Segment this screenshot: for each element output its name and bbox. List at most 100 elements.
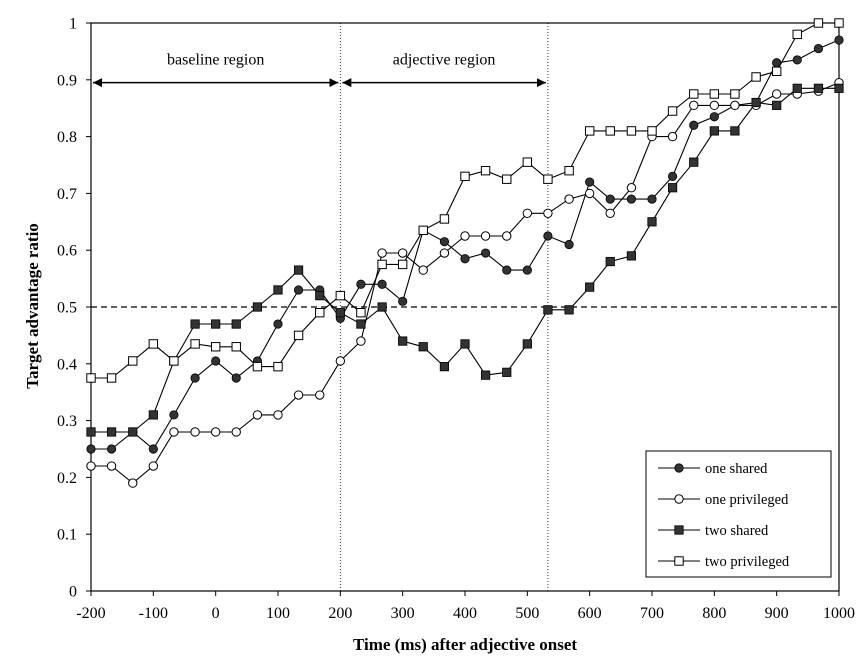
- data-point-two-privileged: [377, 259, 387, 270]
- data-point-two-privileged: [771, 66, 782, 76]
- data-point-two-privileged: [106, 373, 117, 383]
- data-point-two-privileged: [128, 356, 138, 366]
- data-point-two-shared: [211, 319, 221, 329]
- data-point-one-shared: [398, 296, 408, 306]
- x-tick-label: -200: [76, 605, 105, 622]
- data-point-two-shared: [834, 83, 844, 93]
- data-point-one-privileged: [86, 461, 96, 471]
- data-point-one-shared: [231, 373, 241, 383]
- data-point-one-shared: [522, 265, 532, 275]
- data-point-one-privileged: [460, 231, 470, 241]
- data-point-two-privileged: [356, 307, 366, 318]
- data-point-one-shared: [293, 285, 304, 295]
- x-tick-label: -100: [139, 605, 168, 622]
- y-tick-label: 0.2: [57, 470, 77, 487]
- y-tick-label: 1: [69, 16, 77, 33]
- data-point-two-privileged: [460, 171, 470, 182]
- series-one-shared: [86, 35, 844, 454]
- y-tick-label: 0: [69, 584, 77, 601]
- data-point-two-shared: [148, 410, 158, 420]
- data-point-one-shared: [211, 356, 221, 366]
- data-point-two-shared: [667, 183, 678, 193]
- x-tick-label: 800: [702, 605, 726, 622]
- data-point-one-shared: [106, 444, 117, 454]
- data-point-one-shared: [460, 254, 470, 264]
- data-point-two-shared: [335, 308, 345, 318]
- legend-label-two-privileged: two privileged: [705, 554, 790, 570]
- data-point-one-privileged: [273, 410, 283, 420]
- region-label: baseline region: [167, 52, 264, 69]
- data-point-one-privileged: [148, 461, 159, 471]
- data-point-one-shared: [543, 231, 553, 241]
- data-point-one-privileged: [397, 248, 408, 258]
- data-point-two-privileged: [626, 126, 637, 136]
- data-point-one-shared: [564, 239, 574, 250]
- data-point-two-privileged: [667, 106, 678, 116]
- data-point-one-privileged: [502, 231, 512, 241]
- data-point-one-privileged: [730, 100, 740, 111]
- data-point-two-shared: [689, 157, 699, 167]
- data-point-two-privileged: [148, 339, 159, 349]
- y-tick-label: 0.9: [57, 72, 77, 89]
- y-tick-label: 0.5: [57, 300, 77, 317]
- data-point-one-shared: [86, 444, 96, 454]
- data-point-one-privileged: [439, 248, 450, 258]
- x-tick-label: 0: [212, 605, 220, 622]
- x-tick-label: 300: [391, 605, 415, 622]
- x-tick-label: 1000: [823, 605, 855, 622]
- data-point-two-privileged: [418, 225, 428, 236]
- data-point-one-shared: [148, 444, 158, 454]
- data-point-two-privileged: [564, 165, 574, 176]
- data-point-two-privileged: [315, 307, 325, 318]
- y-tick-label: 0.4: [57, 356, 77, 373]
- x-tick-label: 400: [453, 605, 477, 622]
- data-point-one-shared: [689, 120, 699, 130]
- data-point-two-shared: [190, 319, 200, 329]
- y-tick-label: 0.3: [57, 413, 77, 430]
- data-point-two-privileged: [792, 29, 802, 40]
- data-point-two-shared: [252, 302, 263, 312]
- data-point-two-shared: [585, 282, 595, 292]
- data-point-two-privileged: [335, 290, 346, 301]
- data-point-two-shared: [605, 256, 615, 267]
- data-point-two-shared: [543, 305, 553, 315]
- data-point-two-privileged: [273, 361, 283, 372]
- data-point-two-privileged: [397, 259, 408, 270]
- data-point-one-privileged: [626, 183, 637, 193]
- data-point-one-privileged: [190, 427, 200, 437]
- data-point-one-shared: [273, 319, 283, 329]
- data-point-two-shared: [709, 126, 719, 136]
- data-point-two-shared: [772, 100, 782, 110]
- data-point-one-privileged: [128, 478, 138, 488]
- data-point-one-shared: [439, 237, 450, 247]
- data-point-one-privileged: [231, 427, 241, 437]
- data-point-one-privileged: [667, 131, 678, 142]
- data-point-one-privileged: [356, 336, 366, 346]
- data-point-two-shared: [460, 339, 470, 349]
- data-point-one-shared: [647, 194, 657, 204]
- data-point-two-shared: [86, 427, 96, 437]
- series-one-privileged: [86, 77, 844, 488]
- data-point-two-shared: [377, 302, 387, 312]
- series-line-two-privileged: [91, 22, 839, 379]
- legend-marker-one-shared: [674, 463, 684, 473]
- data-point-two-privileged: [834, 18, 844, 28]
- data-point-one-privileged: [605, 208, 615, 218]
- data-point-two-shared: [398, 336, 408, 346]
- data-point-two-privileged: [210, 342, 221, 352]
- data-point-one-shared: [585, 177, 595, 187]
- data-point-one-shared: [190, 373, 200, 383]
- series-two-shared: [86, 83, 844, 437]
- data-point-one-shared: [502, 265, 512, 275]
- data-point-two-shared: [439, 362, 450, 372]
- y-tick-label: 0.1: [57, 527, 77, 544]
- data-point-two-shared: [647, 217, 657, 227]
- data-point-two-shared: [418, 342, 428, 352]
- data-point-one-shared: [356, 279, 366, 289]
- legend-label-one-shared: one shared: [705, 461, 768, 477]
- data-point-two-shared: [730, 126, 740, 136]
- data-point-two-shared: [231, 319, 241, 329]
- data-point-one-privileged: [709, 100, 720, 111]
- data-point-one-privileged: [106, 461, 117, 471]
- data-point-two-privileged: [522, 157, 533, 167]
